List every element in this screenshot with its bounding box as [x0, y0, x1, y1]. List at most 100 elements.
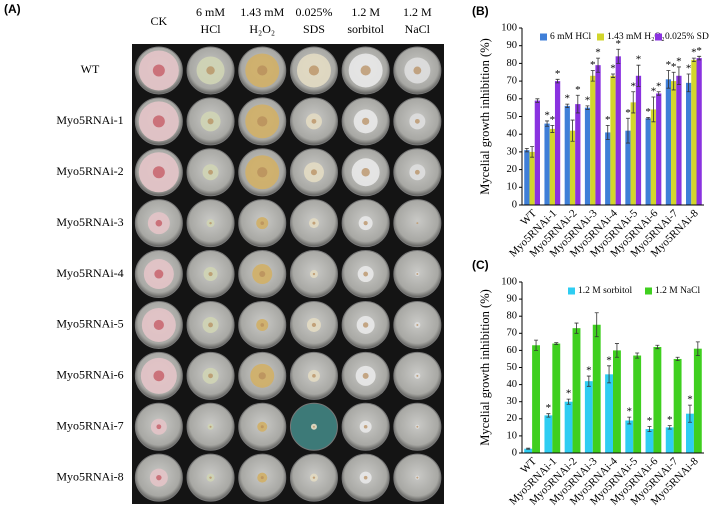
colony-center	[155, 219, 163, 227]
bar	[564, 401, 573, 453]
bar	[615, 56, 621, 205]
significance-mark: *	[585, 94, 591, 106]
significance-mark: *	[544, 109, 550, 121]
y-tick-label: 40	[507, 379, 518, 390]
error-bar	[535, 98, 540, 103]
colony-center	[260, 323, 265, 327]
error-bar	[611, 73, 615, 78]
bar	[656, 93, 662, 205]
colony-center	[209, 221, 212, 225]
column-header: 1.2 M	[351, 5, 380, 19]
bar	[691, 59, 697, 205]
colony-center	[362, 372, 369, 379]
panel-label: (A)	[4, 2, 21, 16]
column-header: HCl	[201, 22, 222, 36]
row-label: Myo5RNAi-8	[56, 469, 123, 483]
significance-mark: *	[595, 47, 601, 59]
bar	[686, 413, 694, 453]
significance-mark: *	[666, 59, 672, 71]
y-tick-label: 10	[507, 182, 518, 193]
error-bar	[554, 342, 559, 345]
significance-mark: *	[636, 54, 642, 66]
colony-center	[363, 271, 369, 277]
column-header: SDS	[303, 22, 325, 36]
error-bar	[675, 356, 680, 362]
error-bar	[530, 146, 535, 158]
column-header: 0.025%	[295, 5, 332, 19]
bar	[534, 100, 540, 205]
error-bar	[667, 425, 672, 430]
legend-label: 1.43 mM H₂O₂	[607, 32, 665, 42]
colony-center	[312, 221, 316, 225]
legend-swatch	[540, 33, 547, 41]
colony-center	[416, 476, 419, 479]
bar	[564, 105, 570, 205]
y-tick-label: 60	[507, 345, 518, 356]
error-bar	[671, 71, 676, 91]
column-header: 1.43 mM	[240, 5, 284, 19]
bar	[633, 355, 642, 453]
y-tick-label: 30	[507, 396, 518, 407]
significance-mark: *	[550, 114, 556, 126]
colony-center	[206, 66, 215, 75]
error-bar	[607, 365, 612, 384]
colony-center	[312, 425, 315, 428]
significance-mark: *	[565, 93, 571, 105]
panel-label: (C)	[472, 258, 489, 272]
significance-mark: *	[616, 38, 622, 50]
error-bar	[666, 70, 671, 89]
y-tick-label: 100	[501, 22, 517, 33]
bar	[665, 427, 674, 453]
error-bar	[651, 96, 656, 123]
error-bar	[566, 398, 571, 405]
y-tick-label: 40	[507, 129, 518, 140]
significance-mark: *	[686, 63, 692, 75]
legend-swatch	[568, 287, 575, 295]
colony-center	[257, 116, 268, 127]
y-tick-label: 20	[507, 164, 518, 175]
colony-center	[153, 370, 165, 382]
significance-mark: *	[555, 68, 561, 80]
error-bar	[596, 57, 601, 73]
colony-center	[414, 169, 420, 175]
colony-center	[312, 272, 316, 276]
bar	[630, 102, 636, 205]
y-tick-label: 60	[507, 93, 518, 104]
error-bar	[546, 413, 551, 418]
error-bar	[691, 57, 696, 63]
bar	[595, 65, 601, 205]
bar	[645, 429, 654, 453]
row-label: Myo5RNAi-4	[56, 266, 123, 280]
bar	[693, 348, 702, 453]
error-bar	[646, 116, 651, 120]
colony-center	[209, 425, 212, 428]
bar	[605, 374, 613, 453]
bar	[524, 448, 533, 453]
y-tick-label: 90	[507, 294, 518, 305]
significance-mark: *	[651, 86, 657, 98]
bar	[549, 128, 555, 205]
error-bar	[590, 70, 595, 82]
colony-center	[362, 322, 369, 328]
panel-label: (B)	[472, 4, 489, 18]
significance-mark: *	[590, 59, 596, 71]
significance-mark: *	[696, 45, 702, 57]
colony-center	[152, 64, 165, 77]
error-bar	[534, 339, 539, 351]
column-header: sorbitol	[347, 22, 384, 36]
bar	[645, 118, 651, 205]
row-label: Myo5RNAi-2	[56, 164, 123, 178]
colony-center	[207, 118, 214, 125]
colony-center	[362, 117, 370, 125]
colony-center	[152, 115, 165, 128]
error-bar	[524, 147, 529, 153]
legend-swatch	[645, 287, 652, 295]
bar	[613, 350, 621, 453]
error-bar	[636, 64, 641, 87]
error-bar	[686, 73, 691, 93]
bar	[653, 346, 662, 453]
colony-center	[154, 269, 164, 279]
row-label: Myo5RNAi-3	[56, 215, 123, 229]
colony-center	[208, 169, 213, 175]
